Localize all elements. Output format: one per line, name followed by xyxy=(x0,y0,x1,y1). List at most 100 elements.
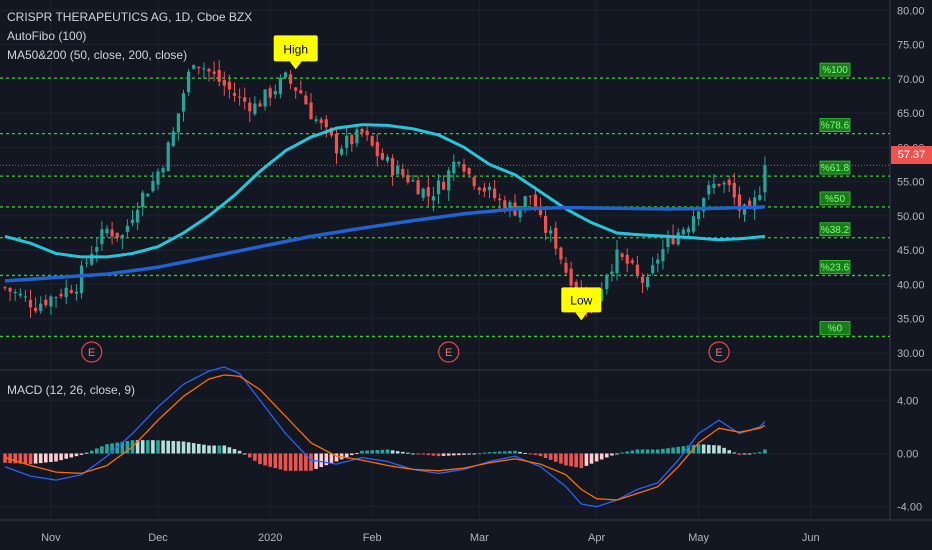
candle-body xyxy=(294,87,298,91)
candle-body xyxy=(722,182,726,185)
candle-body xyxy=(487,186,492,191)
ma-indicator-label[interactable]: MA50&200 (50, close, 200, close) xyxy=(7,48,188,62)
macd-histogram-bar xyxy=(44,453,48,463)
macd-histogram-bar xyxy=(64,453,68,459)
macd-histogram-bar xyxy=(319,453,323,468)
price-axis-label: 40.00 xyxy=(897,279,925,291)
macd-histogram-bar xyxy=(329,453,334,464)
macd-histogram-bar xyxy=(579,453,584,469)
macd-histogram-bar xyxy=(605,453,609,458)
marker-text: High xyxy=(283,42,308,56)
macd-histogram-bar xyxy=(293,453,298,471)
candle-body xyxy=(411,180,415,182)
macd-histogram-bar xyxy=(202,444,206,454)
candle-body xyxy=(125,225,129,232)
candle-body xyxy=(697,211,701,219)
candle-body xyxy=(452,161,456,174)
candle-body xyxy=(39,303,43,311)
macd-histogram-bar xyxy=(727,450,731,454)
fib-label: %23.6 xyxy=(821,262,850,273)
candle-body xyxy=(702,198,706,212)
candle-body xyxy=(610,271,614,275)
macd-histogram-bar xyxy=(23,453,28,464)
macd-histogram-bar xyxy=(650,449,655,454)
candle-body xyxy=(671,235,675,244)
macd-histogram-bar xyxy=(355,452,359,454)
macd-histogram-bar xyxy=(248,453,252,458)
candle-body xyxy=(268,88,272,98)
macd-histogram-bar xyxy=(747,453,752,455)
candle-body xyxy=(523,196,527,208)
candle-body xyxy=(176,113,180,133)
price-axis-label: 65.00 xyxy=(897,108,925,120)
time-axis-label: Jun xyxy=(802,532,820,544)
macd-histogram-bar xyxy=(365,450,369,454)
macd-histogram-bar xyxy=(666,448,670,454)
macd-histogram-bar xyxy=(74,453,79,457)
macd-histogram-bar xyxy=(334,453,339,462)
macd-histogram-bar xyxy=(125,440,130,454)
fib-label-box xyxy=(819,260,851,274)
earnings-marker xyxy=(438,341,460,363)
candle-body xyxy=(625,254,629,264)
macd-histogram-bar xyxy=(620,452,624,454)
macd-histogram-bar xyxy=(533,453,538,456)
macd-histogram-bar xyxy=(681,446,686,454)
candle-body xyxy=(691,216,696,232)
candle-body xyxy=(217,70,221,82)
candle-body xyxy=(18,293,22,296)
low-marker: Low xyxy=(561,287,602,321)
macd-histogram-bar xyxy=(186,442,191,454)
candle-body xyxy=(640,276,645,283)
candle-body xyxy=(304,95,308,105)
macd-histogram-bar xyxy=(135,440,140,454)
fib-label-box xyxy=(819,191,851,206)
macd-histogram-bar xyxy=(671,447,675,454)
price-axis-label: 45.00 xyxy=(897,245,925,257)
macd-histogram-bar xyxy=(13,453,17,464)
candle-body xyxy=(717,184,721,186)
candle-body xyxy=(350,135,354,145)
macd-histogram-bar xyxy=(523,452,527,454)
macd-histogram-bar xyxy=(543,453,548,459)
macd-histogram-bar xyxy=(416,453,420,455)
macd-histogram-bar xyxy=(390,450,395,454)
candle-body xyxy=(197,66,201,68)
macd-histogram-bar xyxy=(191,443,196,454)
macd-histogram-bar xyxy=(431,453,436,456)
candle-body xyxy=(447,170,451,191)
macd-histogram-bar xyxy=(564,453,568,466)
macd-histogram-bar xyxy=(79,453,84,455)
macd-histogram-bar xyxy=(472,453,476,455)
fib-label: %61.8 xyxy=(821,163,850,174)
macd-histogram-bar xyxy=(676,446,680,454)
macd-histogram-bar xyxy=(548,453,553,460)
fib-label-box xyxy=(819,118,851,133)
macd-histogram-bar xyxy=(569,453,573,467)
macd-histogram-bar xyxy=(406,452,410,454)
candle-body xyxy=(171,131,175,146)
candle-body xyxy=(329,127,333,136)
candle-body xyxy=(493,188,497,199)
ma200-line xyxy=(4,205,765,283)
candle-body xyxy=(431,196,435,201)
macd-histogram-bar xyxy=(115,442,119,454)
fib-indicator-label[interactable]: AutoFibo (100) xyxy=(7,29,87,43)
candle-body xyxy=(559,247,563,260)
fib-label: %50 xyxy=(825,194,845,205)
earnings-marker-text: E xyxy=(88,347,95,359)
candle-body xyxy=(436,180,441,195)
macd-histogram-bar xyxy=(503,451,507,454)
candle-body xyxy=(391,158,395,176)
candle-body xyxy=(380,153,384,160)
candle-body xyxy=(355,129,359,144)
macd-histogram-bar xyxy=(528,453,533,455)
macd-axis-label: 0.00 xyxy=(897,448,918,460)
macd-indicator-label[interactable]: MACD (12, 26, close, 9) xyxy=(7,383,136,397)
macd-histogram-bar xyxy=(732,452,737,454)
candle-body xyxy=(753,197,757,210)
candle-body xyxy=(656,259,660,264)
price-axis-label: 75.00 xyxy=(897,40,925,52)
fibonacci-levels: %100 %78.6 %61.8 %50 %38.2 %23.6 %0 xyxy=(0,62,890,338)
